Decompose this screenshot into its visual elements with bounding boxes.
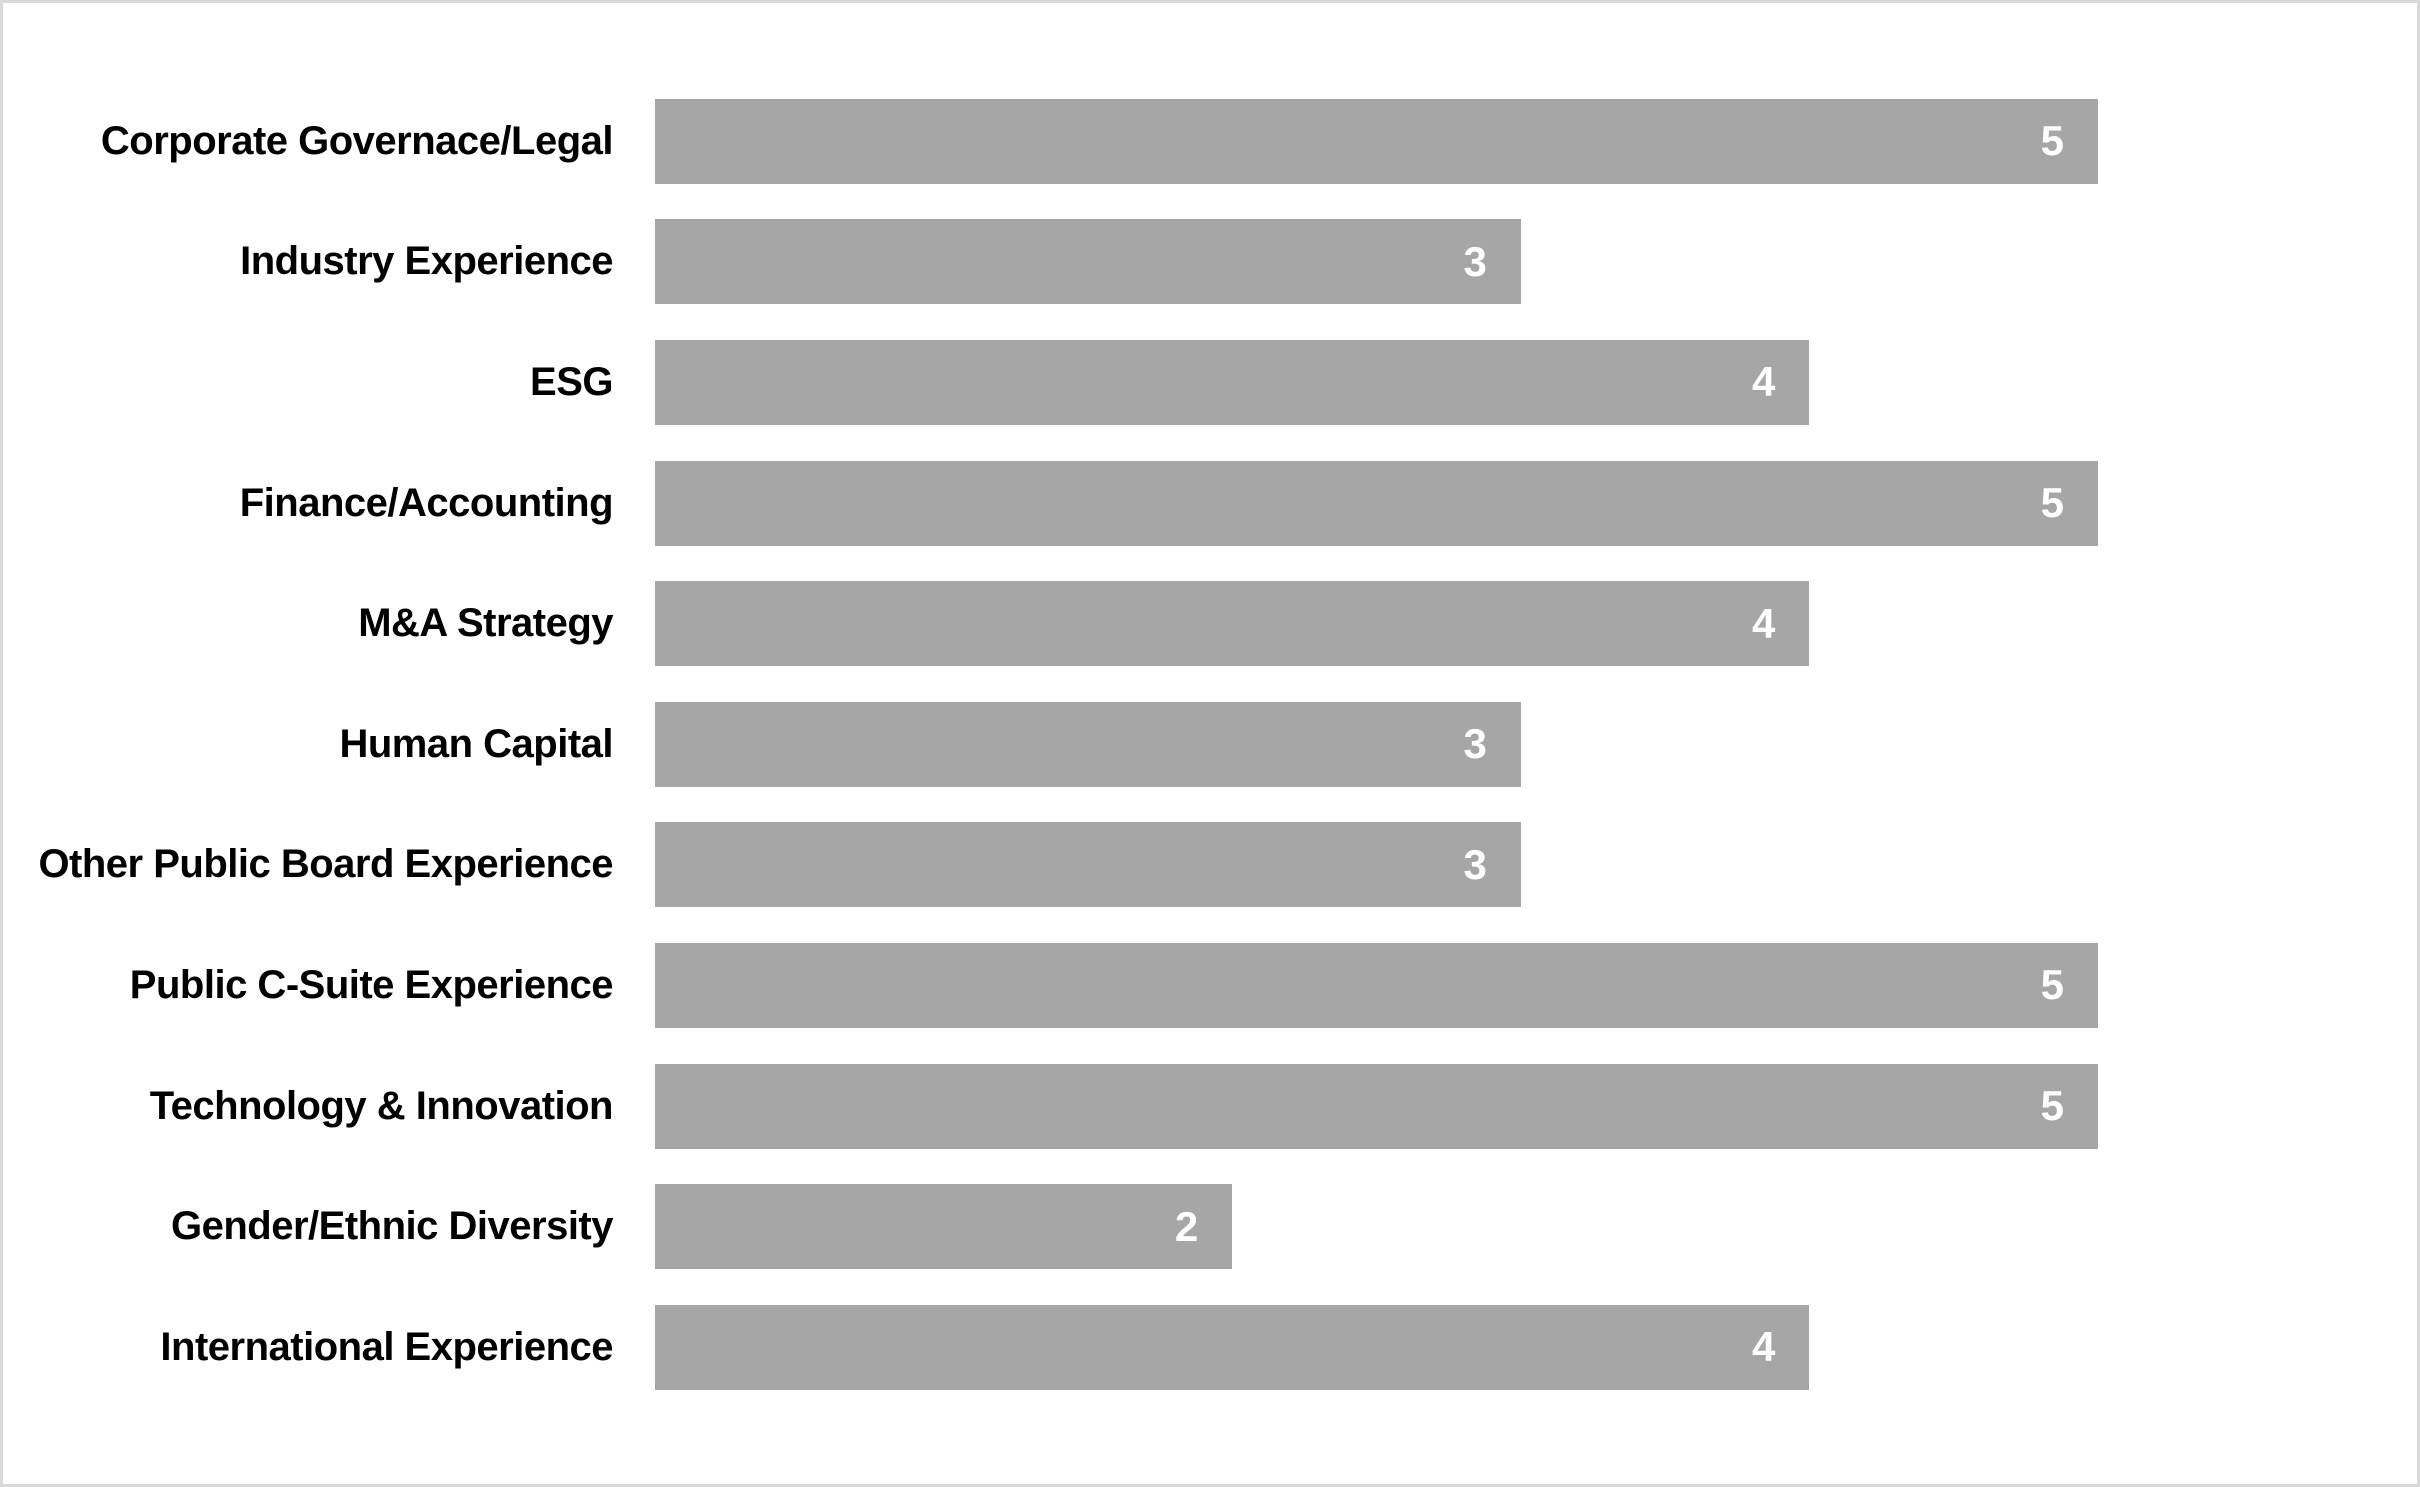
value-label: 4 [1752,358,1776,406]
chart-row: Finance/Accounting 5 [3,443,2417,564]
category-label: Finance/Accounting [239,480,614,525]
category-label: Industry Experience [240,239,613,284]
bar: 3 [655,219,1521,305]
bar: 4 [655,339,1810,425]
category-label: International Experience [160,1324,613,1369]
bar-track: 3 [655,822,2098,908]
chart-row: Gender/Ethnic Diversity 2 [3,1166,2417,1287]
category-label: Human Capital [339,721,613,766]
chart-row: ESG 4 [3,322,2417,443]
chart-row: Industry Experience 3 [3,202,2417,323]
chart-row: Corporate Governace/Legal 5 [3,81,2417,202]
value-label: 2 [1174,1202,1199,1250]
value-label: 5 [2040,1082,2064,1130]
bar-track: 2 [655,1184,2098,1270]
category-label: Corporate Governace/Legal [100,118,614,163]
category-label: Technology & Innovation [149,1083,614,1128]
bar-track: 5 [655,942,2098,1028]
bar: 5 [655,942,2098,1028]
bar: 3 [655,701,1521,787]
category-label: Gender/Ethnic Diversity [171,1204,613,1249]
chart-row: Technology & Innovation 5 [3,1046,2417,1167]
bar-track: 4 [655,581,2098,667]
bar-track: 3 [655,219,2098,305]
value-label: 5 [2040,117,2064,165]
bar: 2 [655,1184,1233,1270]
bar: 3 [655,822,1521,908]
value-label: 4 [1752,1323,1776,1371]
bar: 4 [655,581,1810,667]
value-label: 3 [1463,840,1487,888]
bar-track: 3 [655,701,2098,787]
category-label: M&A Strategy [358,601,613,646]
bar: 4 [655,1304,1810,1390]
value-label: 3 [1463,720,1487,768]
chart-row: M&A Strategy 4 [3,563,2417,684]
value-label: 5 [2040,961,2064,1009]
bar-track: 4 [655,339,2098,425]
bar-track: 4 [655,1304,2098,1390]
value-label: 5 [2040,479,2064,527]
bar-track: 5 [655,460,2098,546]
bar-track: 5 [655,98,2098,184]
bar-track: 5 [655,1063,2098,1149]
category-label: Other Public Board Experience [38,842,613,887]
bar-chart: Corporate Governace/Legal 5 Industry Exper… [3,81,2417,1408]
bar: 5 [655,1063,2098,1149]
category-label: Public C-Suite Experience [129,962,614,1007]
category-label: ESG [530,359,613,404]
chart-row: Human Capital 3 [3,684,2417,805]
bar: 5 [655,460,2098,546]
chart-row: Other Public Board Experience 3 [3,805,2417,926]
chart-row: International Experience 4 [3,1287,2417,1408]
bar: 5 [655,98,2098,184]
value-label: 4 [1752,599,1776,647]
chart-row: Public C-Suite Experience 5 [3,925,2417,1046]
value-label: 3 [1463,237,1487,285]
